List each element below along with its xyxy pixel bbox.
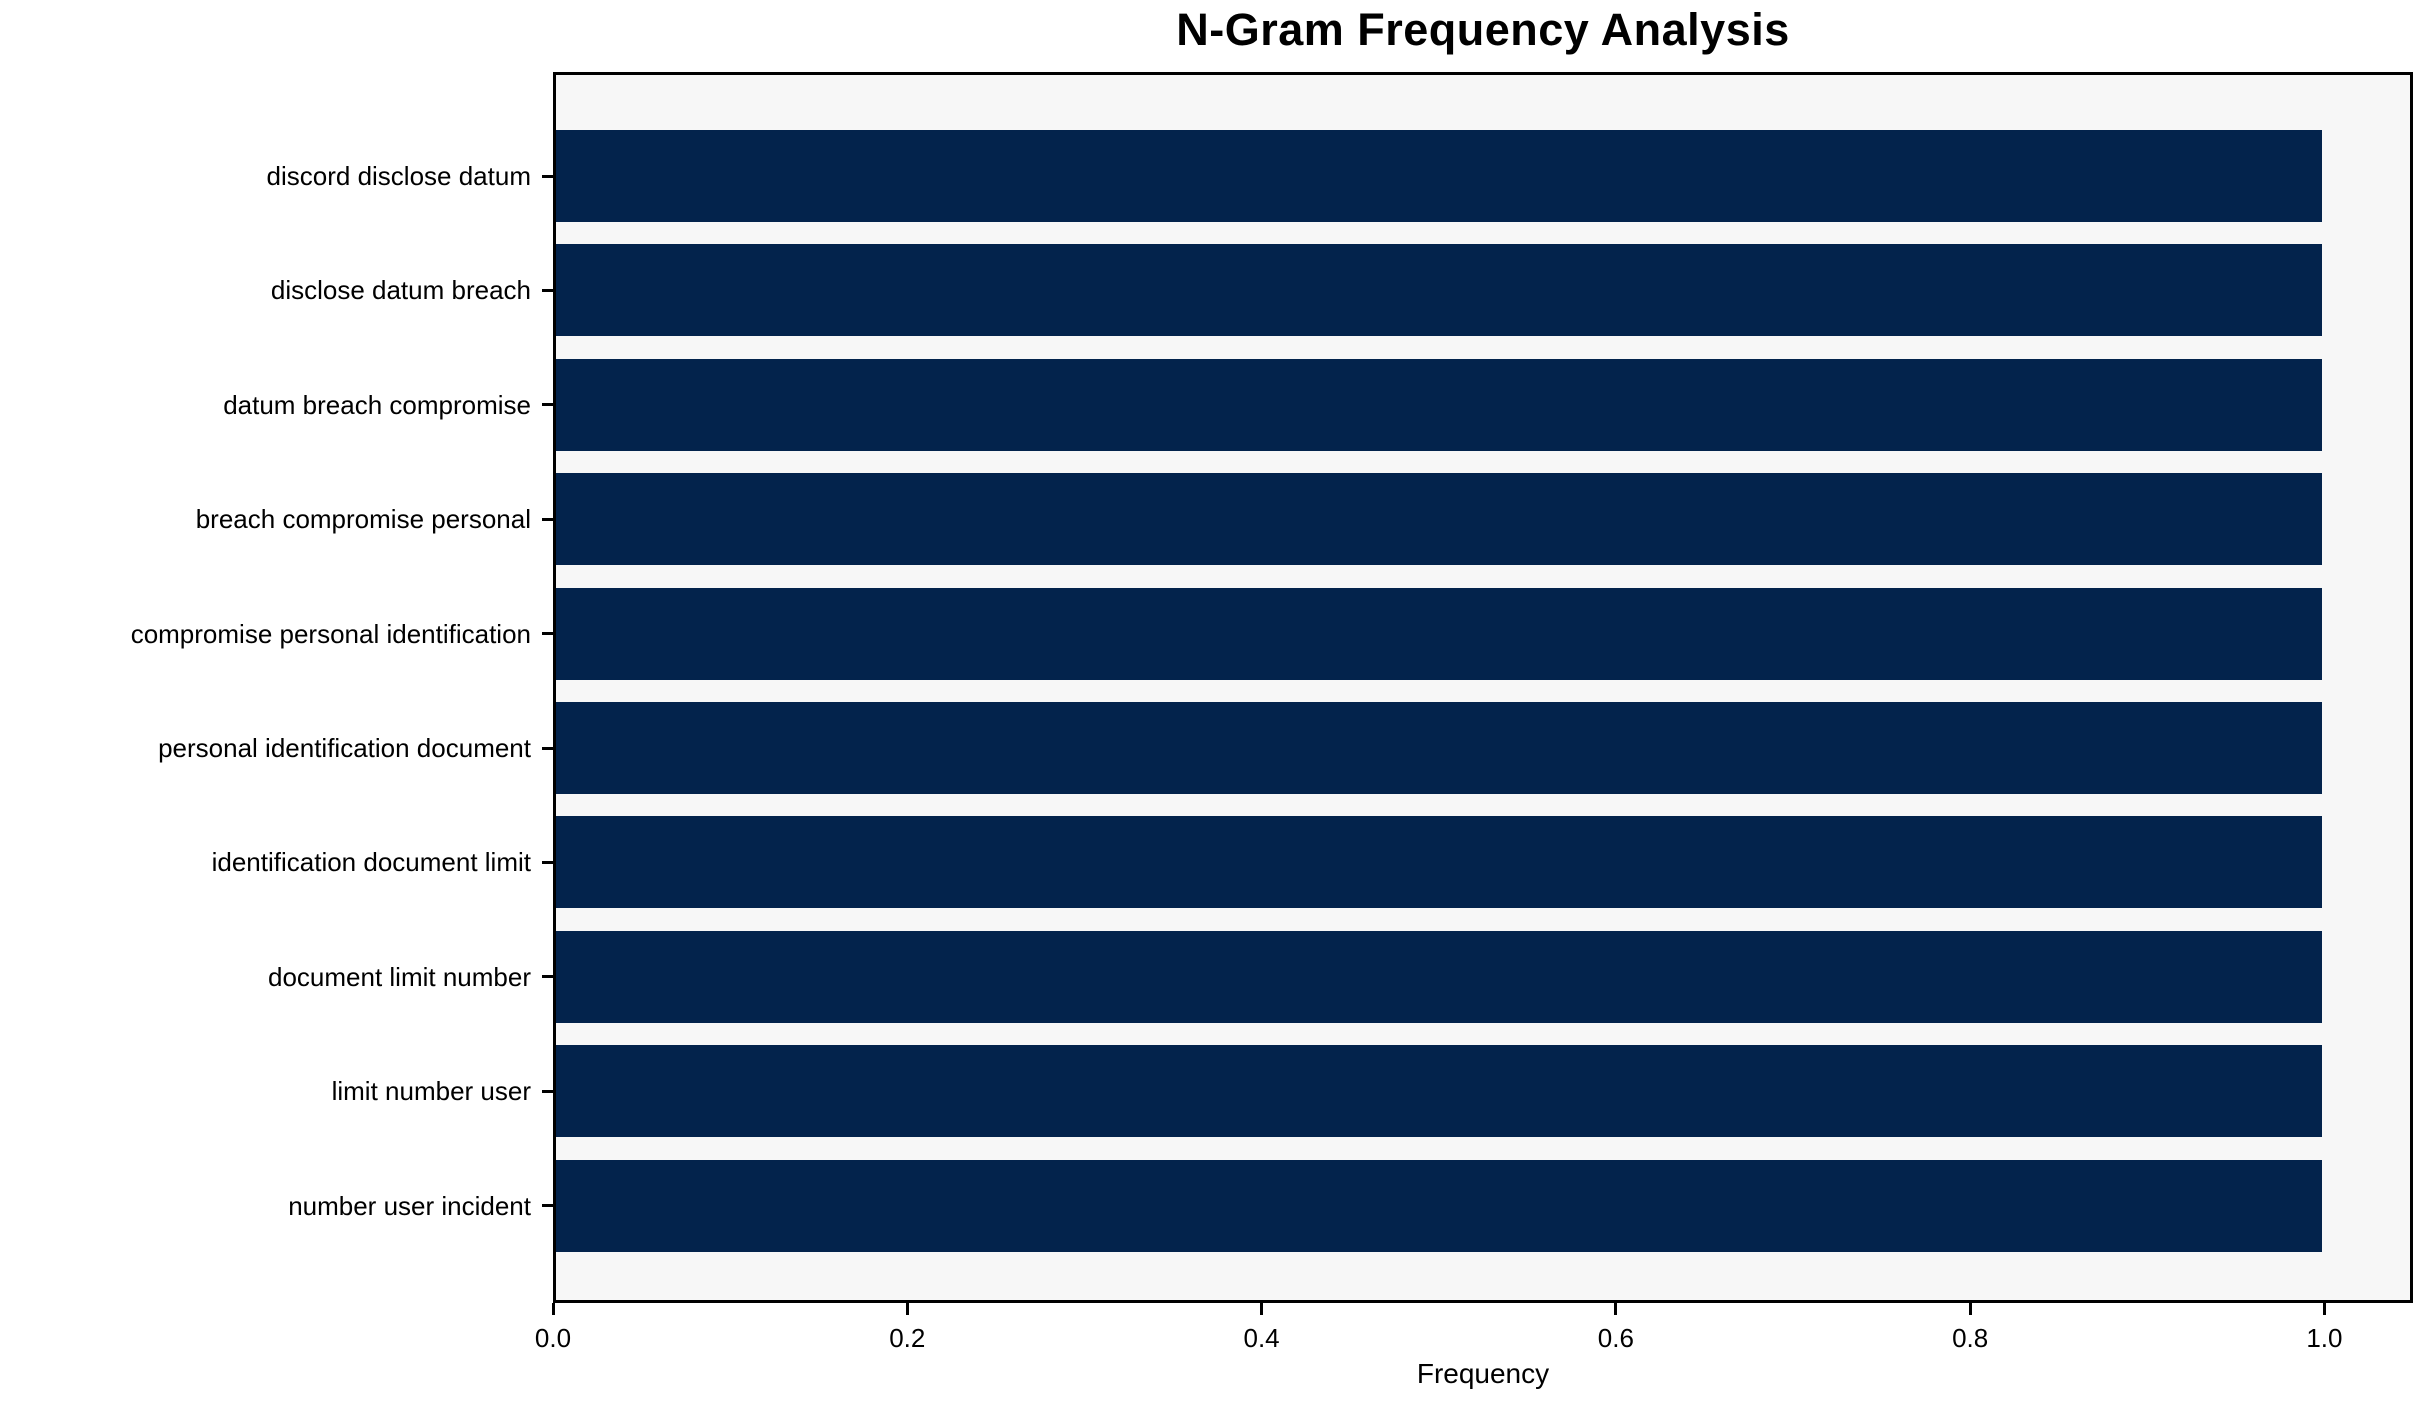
bar [556, 244, 2322, 337]
x-tick-mark [2322, 1303, 2326, 1315]
y-tick-mark [542, 860, 553, 864]
y-tick-label: document limit number [268, 961, 531, 992]
bar [556, 473, 2322, 566]
x-tick-label: 0.4 [1243, 1323, 1280, 1353]
x-tick-mark [1968, 1303, 1972, 1315]
x-tick-mark [1260, 1303, 1264, 1315]
bar [556, 358, 2322, 451]
y-tick-mark [542, 1089, 553, 1093]
x-tick-mark [905, 1303, 909, 1315]
y-tick-mark [542, 174, 553, 178]
bar [556, 1045, 2322, 1138]
x-tick-label: 0.2 [889, 1323, 926, 1353]
x-tick-label: 0.6 [1597, 1323, 1634, 1353]
y-tick-label: personal identification document [158, 733, 531, 763]
x-axis-title: Frequency [1416, 1358, 1550, 1389]
y-tick-mark [542, 632, 553, 636]
x-tick-mark [551, 1303, 555, 1315]
bar [556, 702, 2322, 794]
y-tick-mark [542, 975, 553, 979]
bar [556, 1159, 2322, 1252]
bar [556, 587, 2322, 680]
y-tick-mark [542, 288, 553, 292]
y-tick-label: number user incident [288, 1190, 531, 1221]
y-tick-mark [542, 1204, 553, 1208]
chart-title: N-Gram Frequency Analysis [1176, 4, 1790, 55]
y-tick-mark [542, 746, 553, 750]
x-tick-label: 0.8 [1952, 1323, 1989, 1353]
y-tick-label: identification document limit [211, 847, 531, 878]
x-tick-mark [1614, 1303, 1618, 1315]
bar [556, 816, 2322, 909]
bar [556, 130, 2322, 222]
y-tick-label: breach compromise personal [195, 504, 531, 535]
plot-area [553, 72, 2413, 1303]
bar [556, 930, 2322, 1023]
y-tick-mark [542, 517, 553, 521]
y-tick-label: limit number user [331, 1076, 531, 1107]
y-tick-label: discord disclose datum [266, 161, 531, 191]
y-tick-label: compromise personal identification [130, 618, 531, 649]
x-tick-label: 0.0 [534, 1323, 572, 1353]
x-tick-label: 1.0 [2306, 1323, 2343, 1353]
y-tick-label: disclose datum breach [270, 275, 531, 306]
y-tick-mark [542, 403, 553, 407]
y-tick-label: datum breach compromise [223, 389, 531, 420]
